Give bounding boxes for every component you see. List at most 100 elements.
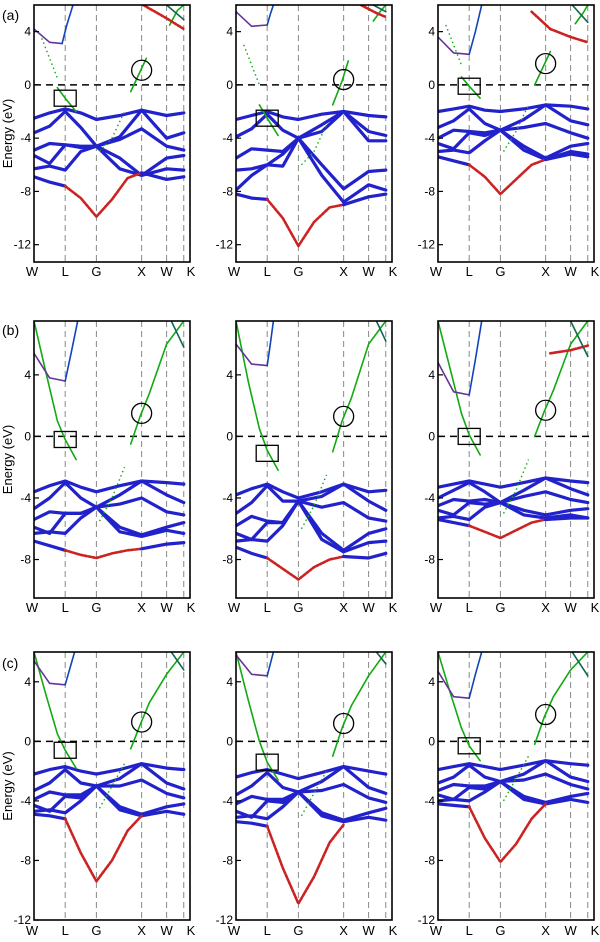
plot-frame (437, 4, 595, 263)
y-tick-label: -8 (20, 553, 31, 567)
band-line (438, 501, 590, 522)
band-line (467, 158, 547, 196)
band-line (438, 779, 590, 806)
y-tick-label: -12 (418, 913, 436, 927)
y-tick-label: -4 (424, 131, 435, 145)
band-dotted-line (502, 104, 530, 152)
band-line (533, 321, 589, 438)
kpoint-label: W (228, 600, 241, 615)
kpoint-label: W (160, 923, 173, 938)
kpoint-label: W (564, 600, 577, 615)
band-line (372, 5, 387, 13)
band-line (342, 551, 388, 560)
kpoint-label: G (495, 264, 505, 279)
y-tick-label: 4 (428, 25, 435, 39)
band-line (438, 517, 471, 528)
plot-frame (235, 320, 393, 599)
circle-marker (332, 68, 355, 91)
kpoint-label: W (26, 923, 39, 938)
y-tick-label: 0 (428, 734, 435, 748)
band-line (236, 192, 269, 201)
y-tick-label: 0 (226, 78, 233, 92)
y-tick-label: -4 (222, 131, 233, 145)
circle-marker (534, 399, 557, 421)
kpoint-label: G (495, 600, 505, 615)
band-line (438, 155, 471, 167)
band-line (375, 321, 387, 342)
band-panel: 40-4-8-12W L G X W K (418, 651, 600, 938)
band-line (34, 652, 77, 769)
band-line (468, 321, 483, 396)
kpoint-label: W (362, 264, 375, 279)
kpoint-label: G (293, 923, 303, 938)
band-line (64, 321, 79, 382)
kpoint-label: W (564, 923, 577, 938)
kpoint-label: L (264, 923, 271, 938)
kpoint-label: W (362, 923, 375, 938)
square-marker (255, 109, 279, 127)
kpoint-label: X (339, 264, 348, 279)
band-line (236, 10, 268, 28)
band-line (574, 5, 589, 25)
band-line (34, 812, 67, 821)
band-line (438, 321, 481, 456)
kpoint-label: G (495, 923, 505, 938)
bands-group (236, 5, 388, 248)
band-line (266, 5, 275, 26)
square-marker (255, 753, 279, 771)
kpoint-label: W (564, 264, 577, 279)
band-line (438, 759, 590, 772)
band-line (56, 86, 77, 113)
band-line (63, 814, 143, 883)
kpoint-label: X (541, 923, 550, 938)
kpoint-label: G (91, 600, 101, 615)
band-line (236, 765, 388, 781)
band-line (236, 482, 388, 515)
plot-frame (235, 651, 393, 921)
y-tick-label: -8 (222, 553, 233, 567)
band-line (165, 5, 185, 21)
bands-group (34, 321, 186, 560)
band-line (63, 171, 143, 218)
kpoint-label: L (264, 264, 271, 279)
band-line (140, 541, 186, 551)
band-line (236, 820, 269, 828)
y-tick-label: 0 (226, 429, 233, 443)
kpoint-label: L (62, 264, 69, 279)
square-marker (53, 741, 77, 759)
kpoint-label: K (389, 600, 398, 615)
band-line (468, 5, 483, 56)
kpoint-label: W (160, 600, 173, 615)
y-tick-label: -12 (418, 238, 436, 252)
band-dotted-line (41, 38, 59, 79)
band-line (438, 490, 590, 508)
circle-marker (130, 59, 153, 81)
y-tick-label: 0 (428, 429, 435, 443)
band-line (34, 479, 186, 494)
band-line (533, 652, 589, 746)
band-panel: 40-4-8-12W L G X W K (216, 651, 398, 938)
band-line (64, 652, 76, 686)
band-line (331, 652, 387, 757)
y-tick-label: 4 (428, 675, 435, 689)
band-dotted-line (445, 24, 463, 66)
plot-frame (33, 320, 191, 599)
y-tick-label: 0 (428, 78, 435, 92)
kpoint-label: X (137, 264, 146, 279)
band-line (569, 321, 589, 358)
circle-marker (534, 52, 557, 75)
band-line (467, 802, 547, 864)
kpoint-label: W (362, 600, 375, 615)
kpoint-label: W (228, 264, 241, 279)
kpoint-label: G (91, 923, 101, 938)
y-tick-label: -8 (424, 553, 435, 567)
plot-frame (437, 651, 595, 921)
kpoint-label: W (430, 264, 443, 279)
band-line (544, 516, 590, 522)
kpoint-label: K (187, 923, 196, 938)
band-line (265, 198, 345, 248)
circle-marker (130, 402, 153, 424)
